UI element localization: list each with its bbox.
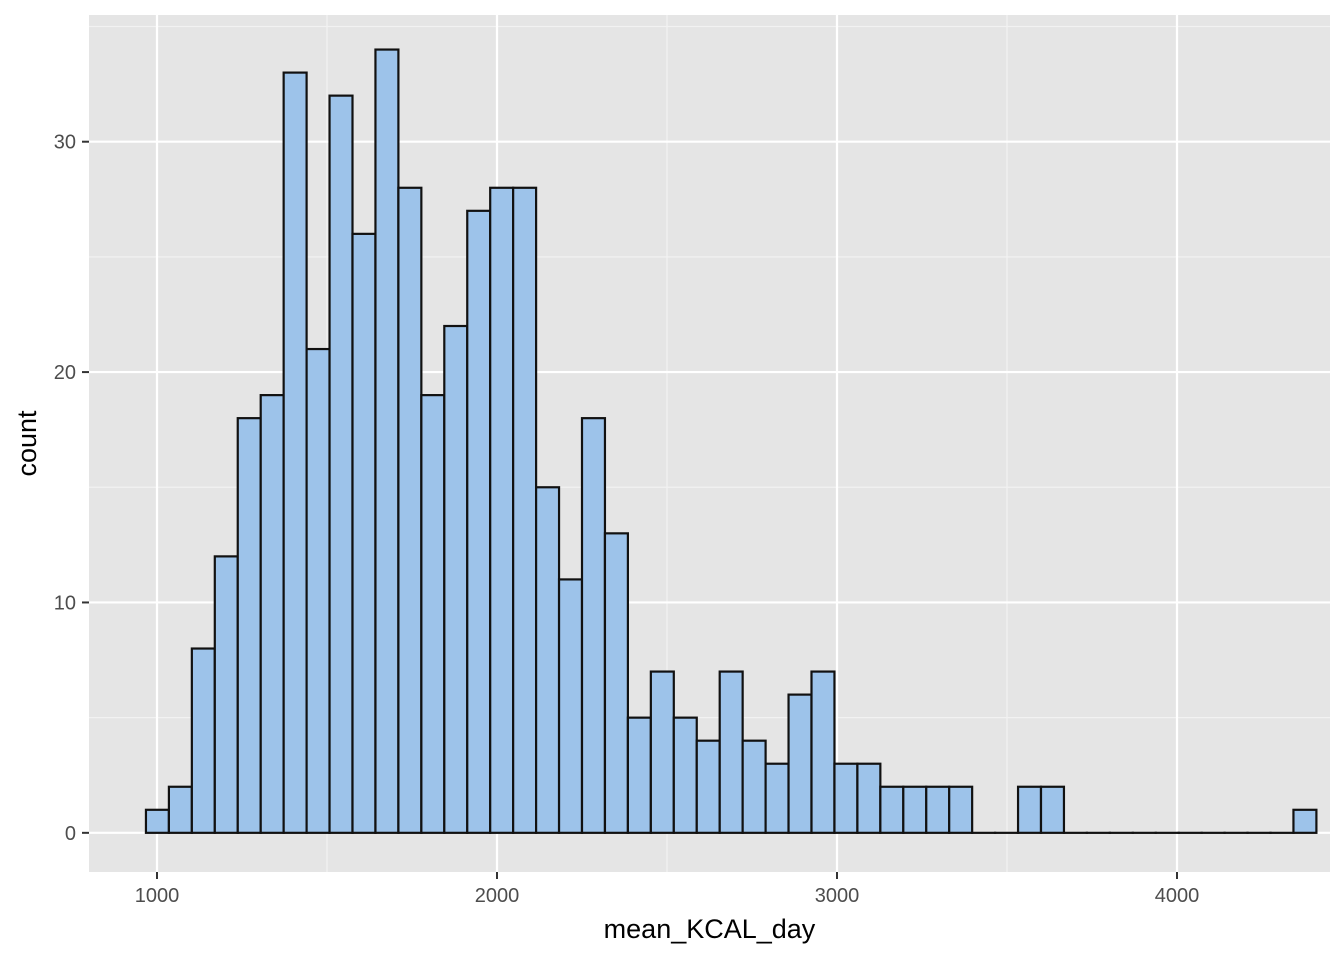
histogram-bars bbox=[144, 48, 1318, 834]
y-tick-label-2: 20 bbox=[54, 362, 76, 384]
y-axis-title: count bbox=[12, 410, 42, 477]
histogram-bar-26 bbox=[741, 739, 767, 834]
x-tick-label-3: 4000 bbox=[1155, 885, 1200, 907]
histogram-bar-6 bbox=[282, 71, 308, 834]
y-axis-tick-labels: 0 10 20 30 bbox=[54, 132, 76, 845]
histogram-bar-50 bbox=[1292, 808, 1318, 834]
histogram-bar-34 bbox=[925, 785, 951, 834]
axis-ticks bbox=[82, 140, 1178, 879]
histogram-bar-33 bbox=[902, 785, 928, 834]
histogram-bar-11 bbox=[397, 186, 423, 834]
histogram-bar-27 bbox=[764, 762, 790, 834]
histogram-bar-17 bbox=[534, 486, 561, 834]
histogram-bar-28 bbox=[787, 693, 813, 834]
histogram-bar-19 bbox=[580, 417, 607, 834]
histogram-bar-3 bbox=[213, 555, 239, 834]
histogram-bar-12 bbox=[420, 394, 446, 834]
histogram-bar-23 bbox=[672, 716, 698, 834]
histogram-bar-10 bbox=[374, 48, 400, 834]
histogram-bar-22 bbox=[649, 670, 675, 834]
histogram-bar-4 bbox=[236, 417, 262, 834]
histogram-bar-35 bbox=[948, 785, 974, 834]
x-axis-title: mean_KCAL_day bbox=[604, 914, 816, 944]
histogram-bar-8 bbox=[328, 94, 354, 834]
y-tick-label-1: 10 bbox=[54, 592, 76, 614]
histogram-bar-29 bbox=[810, 670, 836, 834]
histogram-bar-9 bbox=[351, 232, 377, 834]
histogram-bar-32 bbox=[879, 785, 905, 834]
histogram-bar-16 bbox=[512, 186, 538, 834]
histogram-bar-5 bbox=[259, 394, 285, 834]
histogram-bar-20 bbox=[603, 532, 630, 834]
histogram-bar-38 bbox=[1016, 785, 1043, 834]
histogram-bar-13 bbox=[443, 324, 469, 834]
x-tick-label-2: 3000 bbox=[815, 885, 860, 907]
y-tick-label-3: 30 bbox=[54, 132, 76, 154]
histogram-bar-25 bbox=[718, 670, 744, 834]
histogram-bar-14 bbox=[466, 209, 492, 834]
histogram-bar-21 bbox=[626, 716, 652, 834]
y-tick-label-0: 0 bbox=[65, 823, 76, 845]
histogram-bar-2 bbox=[190, 647, 216, 834]
histogram-bar-7 bbox=[305, 347, 331, 834]
histogram-bar-30 bbox=[833, 762, 859, 834]
histogram-bar-1 bbox=[167, 785, 193, 834]
histogram-bar-0 bbox=[144, 808, 170, 834]
histogram-bar-15 bbox=[489, 186, 515, 834]
histogram-bar-18 bbox=[557, 578, 584, 834]
x-axis-tick-labels: 1000 2000 3000 4000 bbox=[135, 885, 1200, 907]
histogram-bar-31 bbox=[856, 762, 882, 834]
histogram-bar-39 bbox=[1039, 785, 1066, 834]
x-tick-label-1: 2000 bbox=[475, 885, 520, 907]
histogram-bar-24 bbox=[695, 739, 721, 834]
x-tick-label-0: 1000 bbox=[135, 885, 180, 907]
